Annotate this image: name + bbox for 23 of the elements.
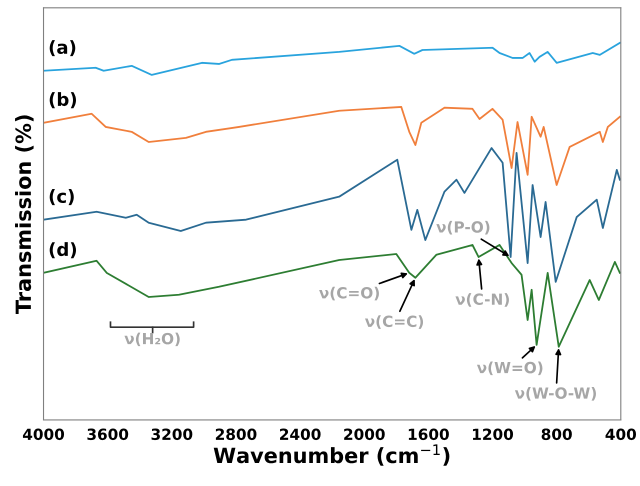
annotation: ν(W-O-W) xyxy=(514,387,596,401)
x-tick-label: 1200 xyxy=(472,428,514,440)
y-axis-title: Transmission (%) xyxy=(15,115,34,314)
annotation: ν(C=C) xyxy=(364,315,424,329)
x-tick-label: 400 xyxy=(606,428,636,440)
series-label: (d) xyxy=(50,242,76,258)
series-label: (a) xyxy=(50,40,76,56)
x-tick-label: 2800 xyxy=(216,428,256,440)
x-tick-label: 800 xyxy=(542,428,572,440)
annotation: ν(C=O) xyxy=(319,286,379,300)
x-axis-title: Wavenumber (cm$^{−1}$) xyxy=(214,444,450,466)
annotation: ν(C-N) xyxy=(455,293,509,307)
x-tick-label: 2000 xyxy=(344,428,385,440)
x-tick-label: 1600 xyxy=(408,428,449,440)
x-tick-label: 3200 xyxy=(152,428,192,440)
x-tick-label: 3600 xyxy=(87,428,128,440)
series-label: (b) xyxy=(50,92,76,108)
series-label: (c) xyxy=(50,189,74,206)
annotation: ν(W=O) xyxy=(476,362,542,376)
annotation: ν(P-O) xyxy=(436,220,490,235)
x-tick-label: 4000 xyxy=(22,428,64,440)
x-tick-label: 2400 xyxy=(280,428,321,440)
annotation: ν(H₂O) xyxy=(124,332,180,346)
